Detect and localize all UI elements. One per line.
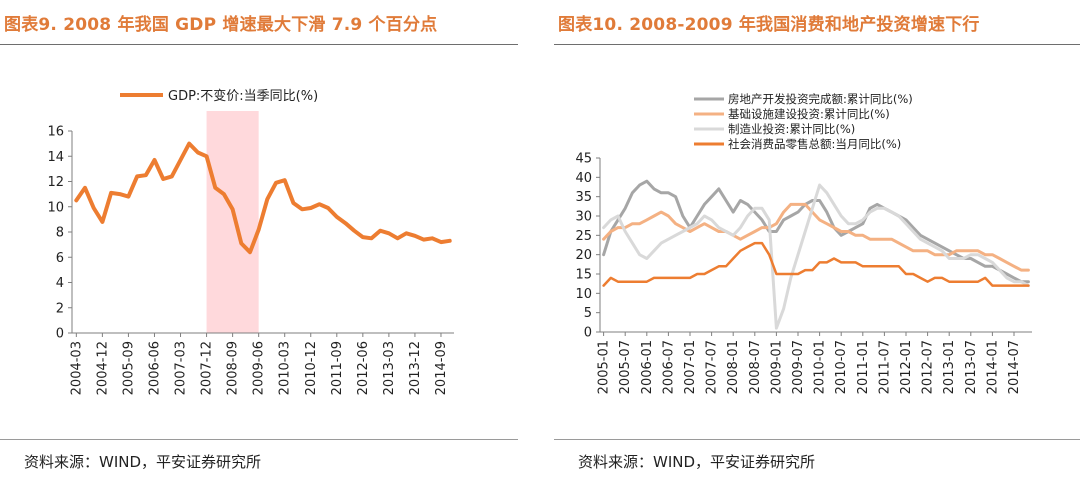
invest-y-tick-label: 10 — [575, 287, 592, 302]
invest-x-tick-label: 2013-01 — [942, 340, 957, 394]
invest-x-tick-label: 2014-07 — [1007, 340, 1022, 394]
invest-y-tick-label: 45 — [575, 152, 592, 167]
gdp-x-tick-label: 2014-09 — [434, 341, 449, 395]
gdp-legend-label: GDP:不变价:当季同比(%) — [168, 88, 318, 104]
invest-y-tick-label: 35 — [575, 190, 592, 205]
invest-x-tick-label: 2010-01 — [813, 340, 828, 394]
invest-x-tick-label: 2007-01 — [683, 340, 698, 394]
gdp-y-tick-label: 10 — [47, 200, 64, 215]
consumption-investment-chart: 房地产开发投资完成额:累计同比(%) 基础设施建设投资:累计同比(%) 制造业投… — [575, 92, 1032, 394]
gdp-x-tick-label: 2004-12 — [95, 341, 110, 395]
gdp-x-tick-label: 2013-12 — [408, 341, 423, 395]
invest-y-tick-label: 5 — [584, 306, 592, 321]
figure-10-source: 资料来源：WIND，平安证券研究所 — [578, 453, 816, 471]
invest-x-tick-label: 2011-01 — [856, 340, 871, 394]
gdp-y-tick-label: 8 — [56, 226, 64, 241]
figure-9-top-rule — [0, 44, 518, 45]
figure-9-source: 资料来源：WIND，平安证券研究所 — [24, 453, 262, 471]
figure-10-panel: 图表10. 2008-2009 年我国消费和地产投资增速下行 房地产开发投资完成… — [554, 0, 1080, 479]
invest-x-tick-label: 2012-07 — [921, 340, 936, 394]
invest-y-tick-label: 40 — [575, 171, 592, 186]
invest-x-tick-label: 2006-07 — [661, 340, 676, 394]
gdp-x-tick-label: 2011-09 — [330, 341, 345, 395]
investment-legend: 房地产开发投资完成额:累计同比(%) 基础设施建设投资:累计同比(%) 制造业投… — [694, 92, 913, 151]
gdp-legend: GDP:不变价:当季同比(%) — [120, 88, 318, 104]
invest-x-tick-label: 2010-07 — [834, 340, 849, 394]
gdp-plot-area: 0 2 4 6 8 10 12 14 16 2004-03 2004-12 2005-09 2006-0… — [47, 111, 454, 395]
gdp-x-tick-label: 2008-09 — [226, 341, 241, 395]
invest-y-tick-label: 15 — [575, 268, 592, 283]
invest-x-tick-label: 2006-01 — [640, 340, 655, 394]
gdp-x-tick-label: 2009-06 — [252, 341, 267, 395]
invest-plot-area: 0 5 10 15 20 25 30 35 40 45 2005-01 2005-07 2006-01 2… — [575, 152, 1032, 394]
legend-label-retail-sales: 社会消费品零售总额:当月同比(%) — [728, 137, 901, 151]
invest-x-tick-label: 2011-07 — [877, 340, 892, 394]
invest-x-tick-label: 2012-01 — [899, 340, 914, 394]
gdp-x-tick-label: 2010-12 — [304, 341, 319, 395]
gdp-y-tick-label: 12 — [47, 175, 64, 190]
gdp-y-tick-label: 4 — [56, 276, 64, 291]
invest-x-tick-label: 2014-01 — [985, 340, 1000, 394]
invest-x-tick-label: 2005-01 — [597, 340, 612, 394]
figure-10-top-rule — [554, 44, 1080, 45]
gdp-x-tick-label: 2010-03 — [278, 341, 293, 395]
gdp-x-tick-label: 2013-03 — [382, 341, 397, 395]
invest-x-tick-label: 2007-07 — [705, 340, 720, 394]
gdp-y-tick-label: 0 — [56, 327, 64, 342]
gdp-x-tick-label: 2007-12 — [200, 341, 215, 395]
invest-x-tick-label: 2008-01 — [726, 340, 741, 394]
figure-9-panel: 图表9. 2008 年我国 GDP 增速最大下滑 7.9 个百分点 GDP:不变… — [0, 0, 520, 479]
invest-y-tick-label: 20 — [575, 248, 592, 263]
gdp-x-tick-label: 2005-09 — [121, 341, 136, 395]
legend-label-manufacturing: 制造业投资:累计同比(%) — [728, 122, 855, 136]
legend-label-infrastructure: 基础设施建设投资:累计同比(%) — [728, 107, 890, 121]
invest-x-tick-label: 2009-07 — [791, 340, 806, 394]
gdp-x-tick-label: 2012-06 — [356, 341, 371, 395]
invest-y-tick-label: 0 — [584, 326, 592, 341]
invest-x-tick-label: 2005-07 — [618, 340, 633, 394]
gdp-x-tick-label: 2006-06 — [147, 341, 162, 395]
gdp-y-tick-label: 16 — [47, 125, 64, 140]
invest-series-line-3 — [602, 241, 1030, 287]
figure-9-title: 图表9. 2008 年我国 GDP 增速最大下滑 7.9 个百分点 — [4, 15, 438, 35]
gdp-y-tick-label: 14 — [47, 150, 64, 165]
invest-y-tick-label: 30 — [575, 210, 592, 225]
gdp-x-tick-label: 2004-03 — [69, 341, 84, 395]
gdp-x-tick-label: 2007-03 — [174, 341, 189, 395]
gdp-y-tick-label: 6 — [56, 251, 64, 266]
invest-x-tick-label: 2013-07 — [964, 340, 979, 394]
invest-y-tick-label: 25 — [575, 229, 592, 244]
invest-x-tick-label: 2008-07 — [748, 340, 763, 394]
figure-10-title: 图表10. 2008-2009 年我国消费和地产投资增速下行 — [558, 15, 980, 35]
invest-x-tick-label: 2009-01 — [769, 340, 784, 394]
gdp-growth-chart: GDP:不变价:当季同比(%) 0 2 4 6 8 10 12 14 16 2004-03 2004… — [47, 88, 454, 395]
legend-label-real-estate: 房地产开发投资完成额:累计同比(%) — [728, 92, 913, 106]
figure-10-bottom-rule — [554, 439, 1080, 440]
gdp-shaded-period — [206, 111, 259, 333]
invest-series-line-2 — [602, 183, 1030, 330]
figure-9-bottom-rule — [0, 439, 518, 440]
gdp-series-line-0 — [74, 141, 452, 255]
invest-series-line-1 — [602, 202, 1030, 272]
gdp-y-tick-label: 2 — [56, 301, 64, 316]
